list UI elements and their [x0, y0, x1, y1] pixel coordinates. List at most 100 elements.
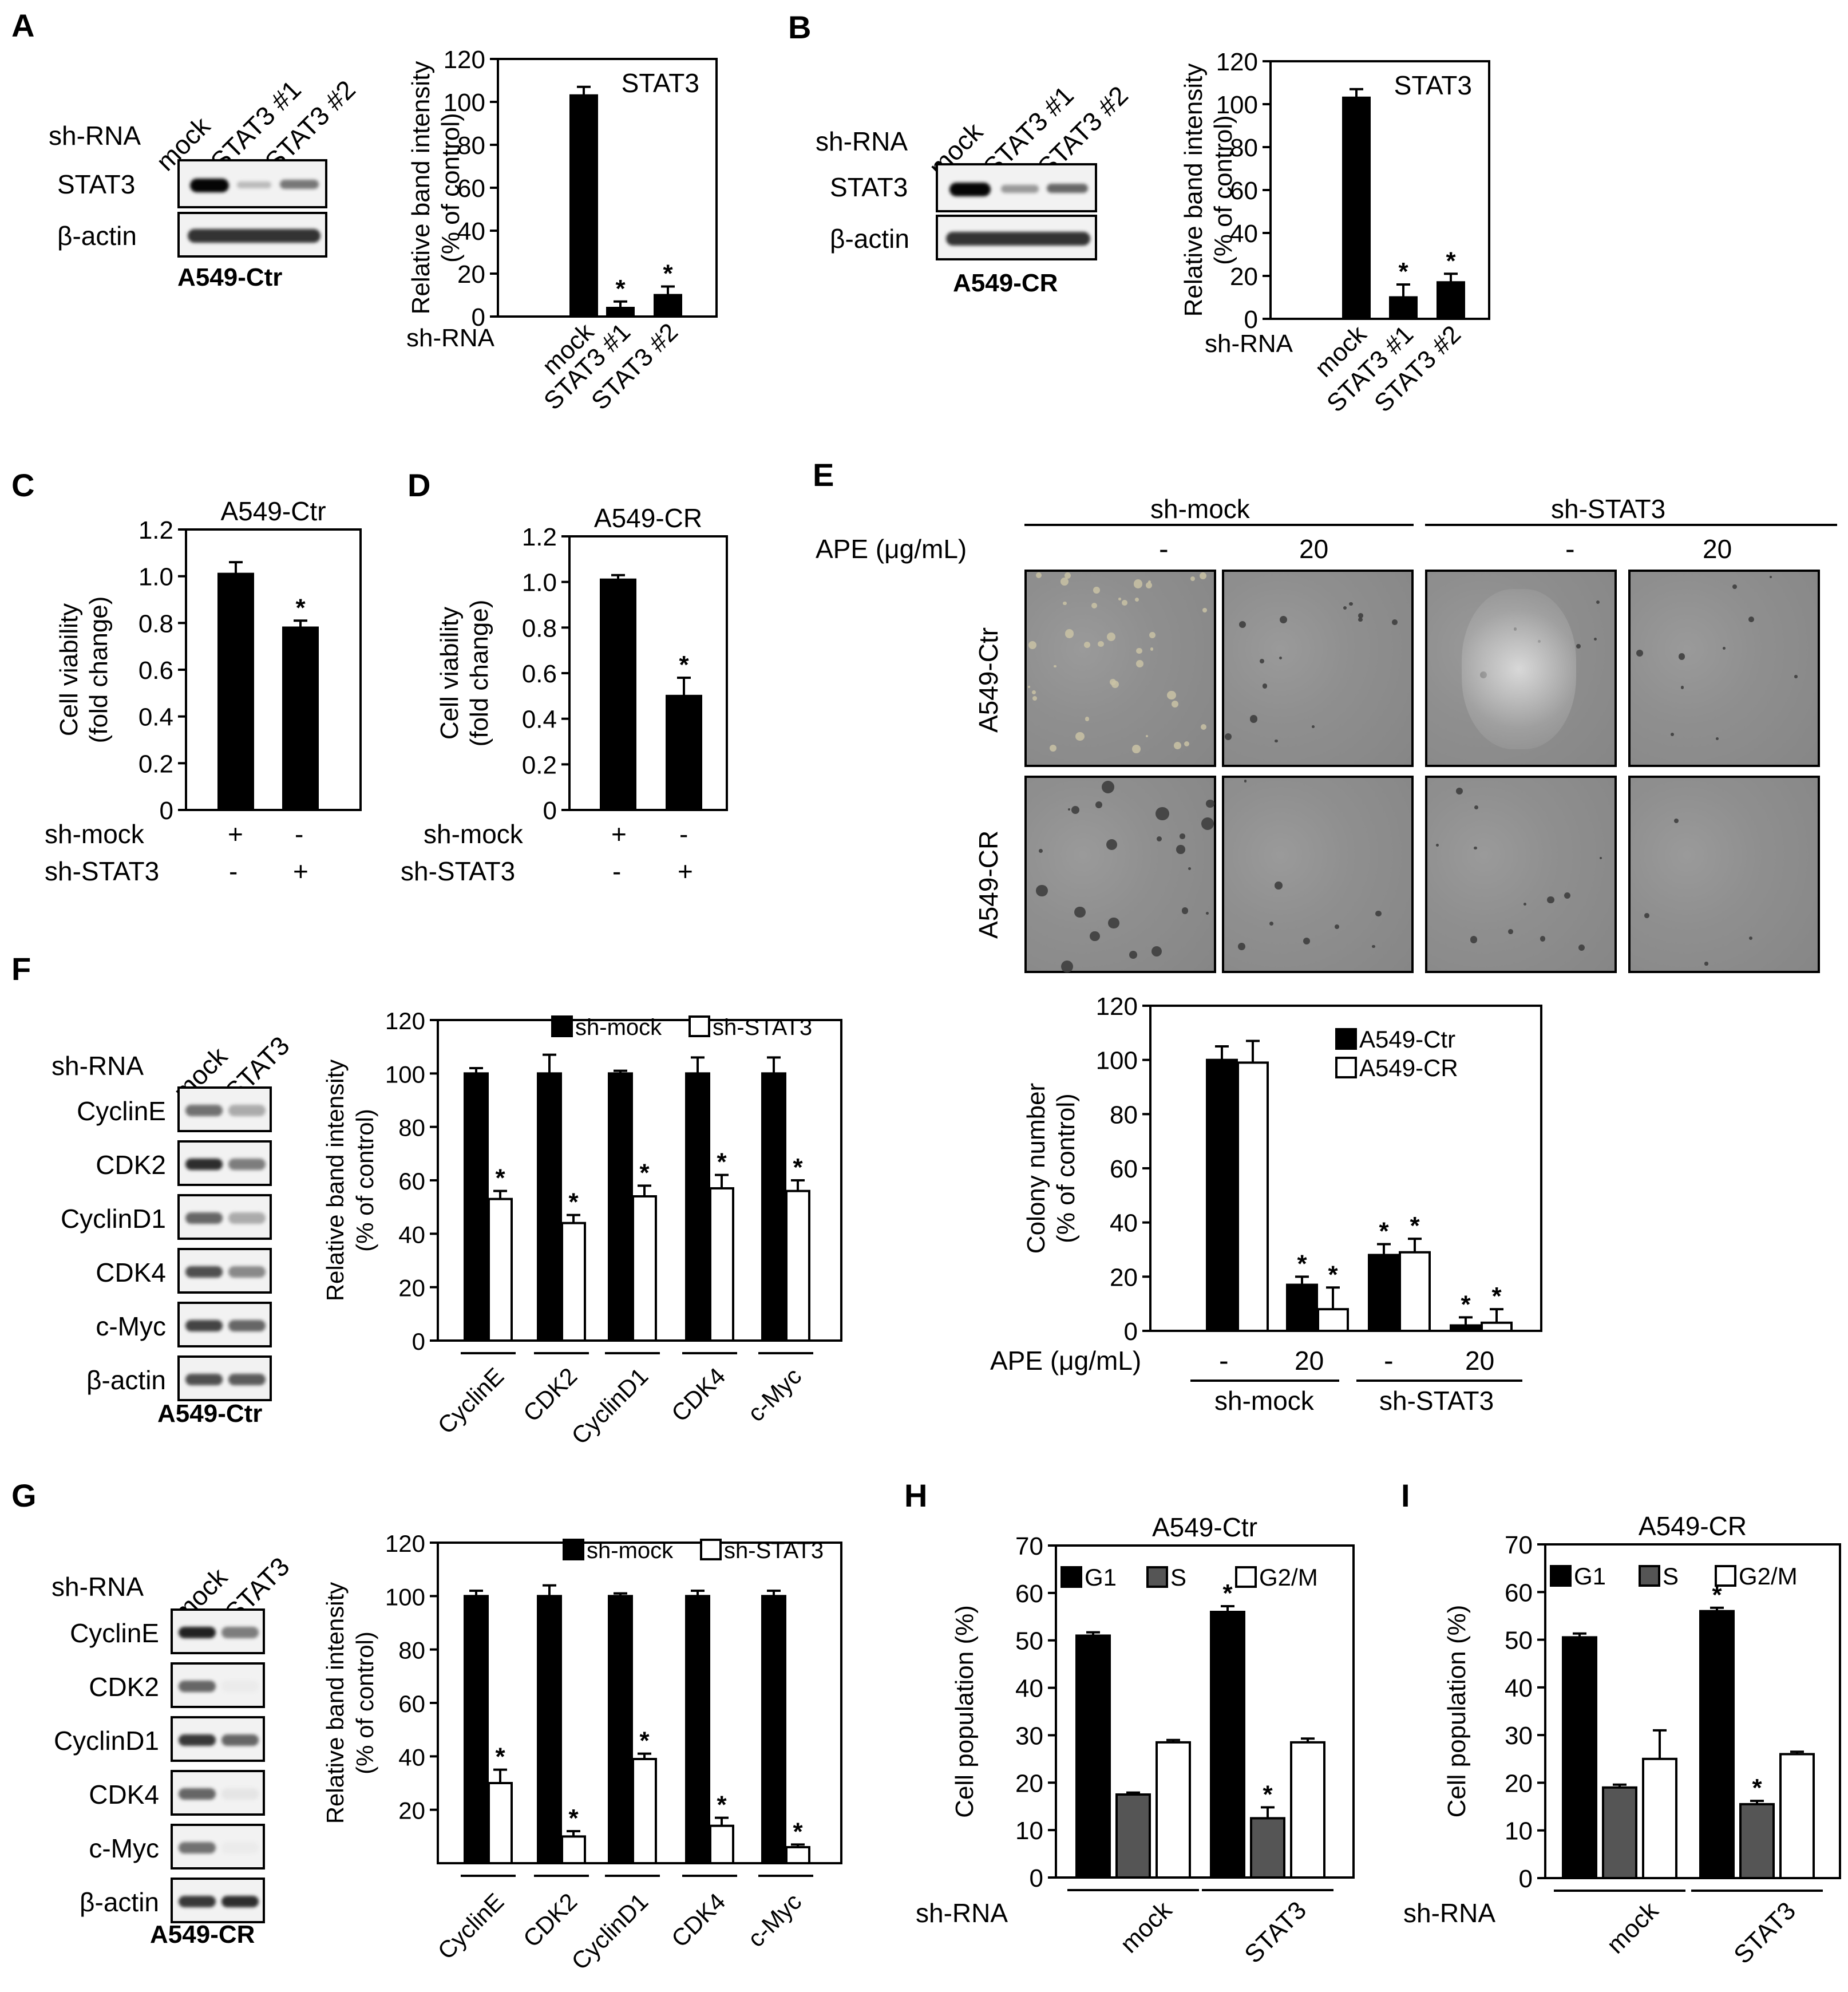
blot-strip [171, 1716, 265, 1762]
ape-value: 20 [1465, 1346, 1495, 1376]
bar [761, 1595, 786, 1864]
bar [685, 1595, 710, 1864]
blot-strip [177, 159, 327, 208]
ape-value: 20 [1295, 1346, 1324, 1376]
y-tick-label: 20 [457, 260, 485, 288]
significance-star: * [1328, 1260, 1338, 1289]
ape-label: APE (μg/mL) [816, 534, 967, 564]
bar [685, 1072, 710, 1342]
y-axis-label: (% of control) [437, 113, 465, 263]
y-tick-label: 0.4 [138, 703, 173, 732]
y-tick-label: 20 [1505, 1769, 1533, 1797]
condition-sign: - [229, 856, 238, 886]
y-tick-label: 10 [1015, 1817, 1043, 1845]
category-label: mock [1115, 1896, 1178, 1959]
row-label: sh-RNA [1403, 1898, 1496, 1928]
category-label: CyclinD1 [566, 1888, 653, 1975]
significance-star: * [793, 1817, 803, 1845]
bar [1237, 1061, 1269, 1333]
y-tick-label: 100 [385, 1061, 425, 1088]
bar [632, 1195, 657, 1342]
bar [1699, 1610, 1735, 1880]
blot-strip [177, 212, 327, 258]
y-tick-label: 60 [1230, 177, 1258, 205]
y-axis-label: Relative band intensity [407, 61, 435, 315]
category-label: STAT3 [1728, 1896, 1801, 1969]
significance-star: * [1263, 1780, 1273, 1808]
category-label: c-Myc [742, 1362, 806, 1426]
micrograph [1628, 776, 1820, 973]
bar [1481, 1321, 1513, 1333]
y-tick-label: 0 [1124, 1318, 1138, 1346]
significance-star: * [615, 275, 626, 303]
blot-strip [171, 1770, 265, 1816]
bar [1739, 1803, 1775, 1880]
y-tick-label: 40 [457, 218, 485, 246]
y-tick-label: 120 [444, 46, 485, 74]
category-label: CDK2 [518, 1362, 582, 1426]
blot-strip [177, 1248, 272, 1294]
bar [1250, 1817, 1285, 1879]
condition-sign: + [611, 819, 627, 849]
bar [561, 1222, 586, 1342]
significance-star: * [639, 1159, 650, 1187]
y-tick-label: 50 [1505, 1627, 1533, 1655]
row-label: sh-RNA [916, 1898, 1008, 1928]
y-tick-label: 1.2 [522, 523, 557, 551]
y-tick-label: 100 [1096, 1047, 1138, 1075]
x-axis-label: sh-RNA [1205, 330, 1293, 358]
legend-label: G1 [1085, 1564, 1117, 1591]
band-label: STAT3 [57, 169, 136, 199]
category-label: CDK2 [518, 1888, 582, 1952]
x-axis-label: sh-RNA [406, 324, 495, 352]
y-tick-label: 0.8 [522, 614, 557, 642]
chart-title: A549-Ctr [1152, 1512, 1257, 1542]
bar [1156, 1741, 1191, 1879]
y-tick-label: 20 [398, 1797, 425, 1824]
ape-value: - [1384, 1345, 1394, 1377]
y-tick-label: 100 [444, 89, 485, 117]
band-label: STAT3 [830, 172, 908, 202]
significance-star: * [495, 1164, 505, 1192]
legend-swatch [1060, 1566, 1082, 1588]
y-tick-label: 30 [1505, 1722, 1533, 1750]
group-label: sh-mock [1150, 494, 1250, 524]
blot-strip [936, 163, 1097, 212]
y-tick-label: 60 [1505, 1579, 1533, 1607]
bar [785, 1846, 810, 1864]
blot-strip [171, 1878, 265, 1923]
bar [537, 1595, 562, 1864]
y-axis-label: Colony number [1022, 1083, 1050, 1254]
significance-star: * [1446, 247, 1456, 275]
y-tick-label: 100 [385, 1583, 425, 1610]
bar [632, 1758, 657, 1864]
category-label: CDK4 [666, 1362, 730, 1426]
legend-label: sh-STAT3 [713, 1015, 812, 1040]
y-tick-label: 0 [160, 797, 173, 825]
cell-line-label: A549-CR [150, 1920, 255, 1948]
y-tick-label: 60 [398, 1690, 425, 1717]
micrograph [1628, 570, 1820, 767]
group-label: sh-STAT3 [1551, 494, 1666, 524]
bar [654, 294, 682, 318]
band-label: β-actin [86, 1365, 166, 1395]
band-label: c-Myc [89, 1833, 159, 1863]
blot-strip [177, 1355, 272, 1401]
plot-frame [185, 528, 362, 811]
y-tick-label: 0 [412, 1328, 425, 1355]
condition-label: sh-STAT3 [45, 856, 160, 886]
legend-swatch [563, 1539, 584, 1560]
bar [282, 626, 319, 811]
y-tick-label: 40 [398, 1744, 425, 1770]
y-axis-label: (fold change) [85, 596, 113, 744]
y-tick-label: 0.6 [522, 660, 557, 688]
legend-swatch [688, 1015, 710, 1037]
y-tick-label: 0.8 [138, 610, 173, 638]
bar [464, 1595, 489, 1864]
bar [1206, 1058, 1238, 1332]
condition-sign: + [678, 856, 693, 886]
legend-swatch [551, 1015, 573, 1037]
blot-row-label: sh-RNA [816, 127, 908, 156]
y-tick-label: 60 [398, 1168, 425, 1195]
